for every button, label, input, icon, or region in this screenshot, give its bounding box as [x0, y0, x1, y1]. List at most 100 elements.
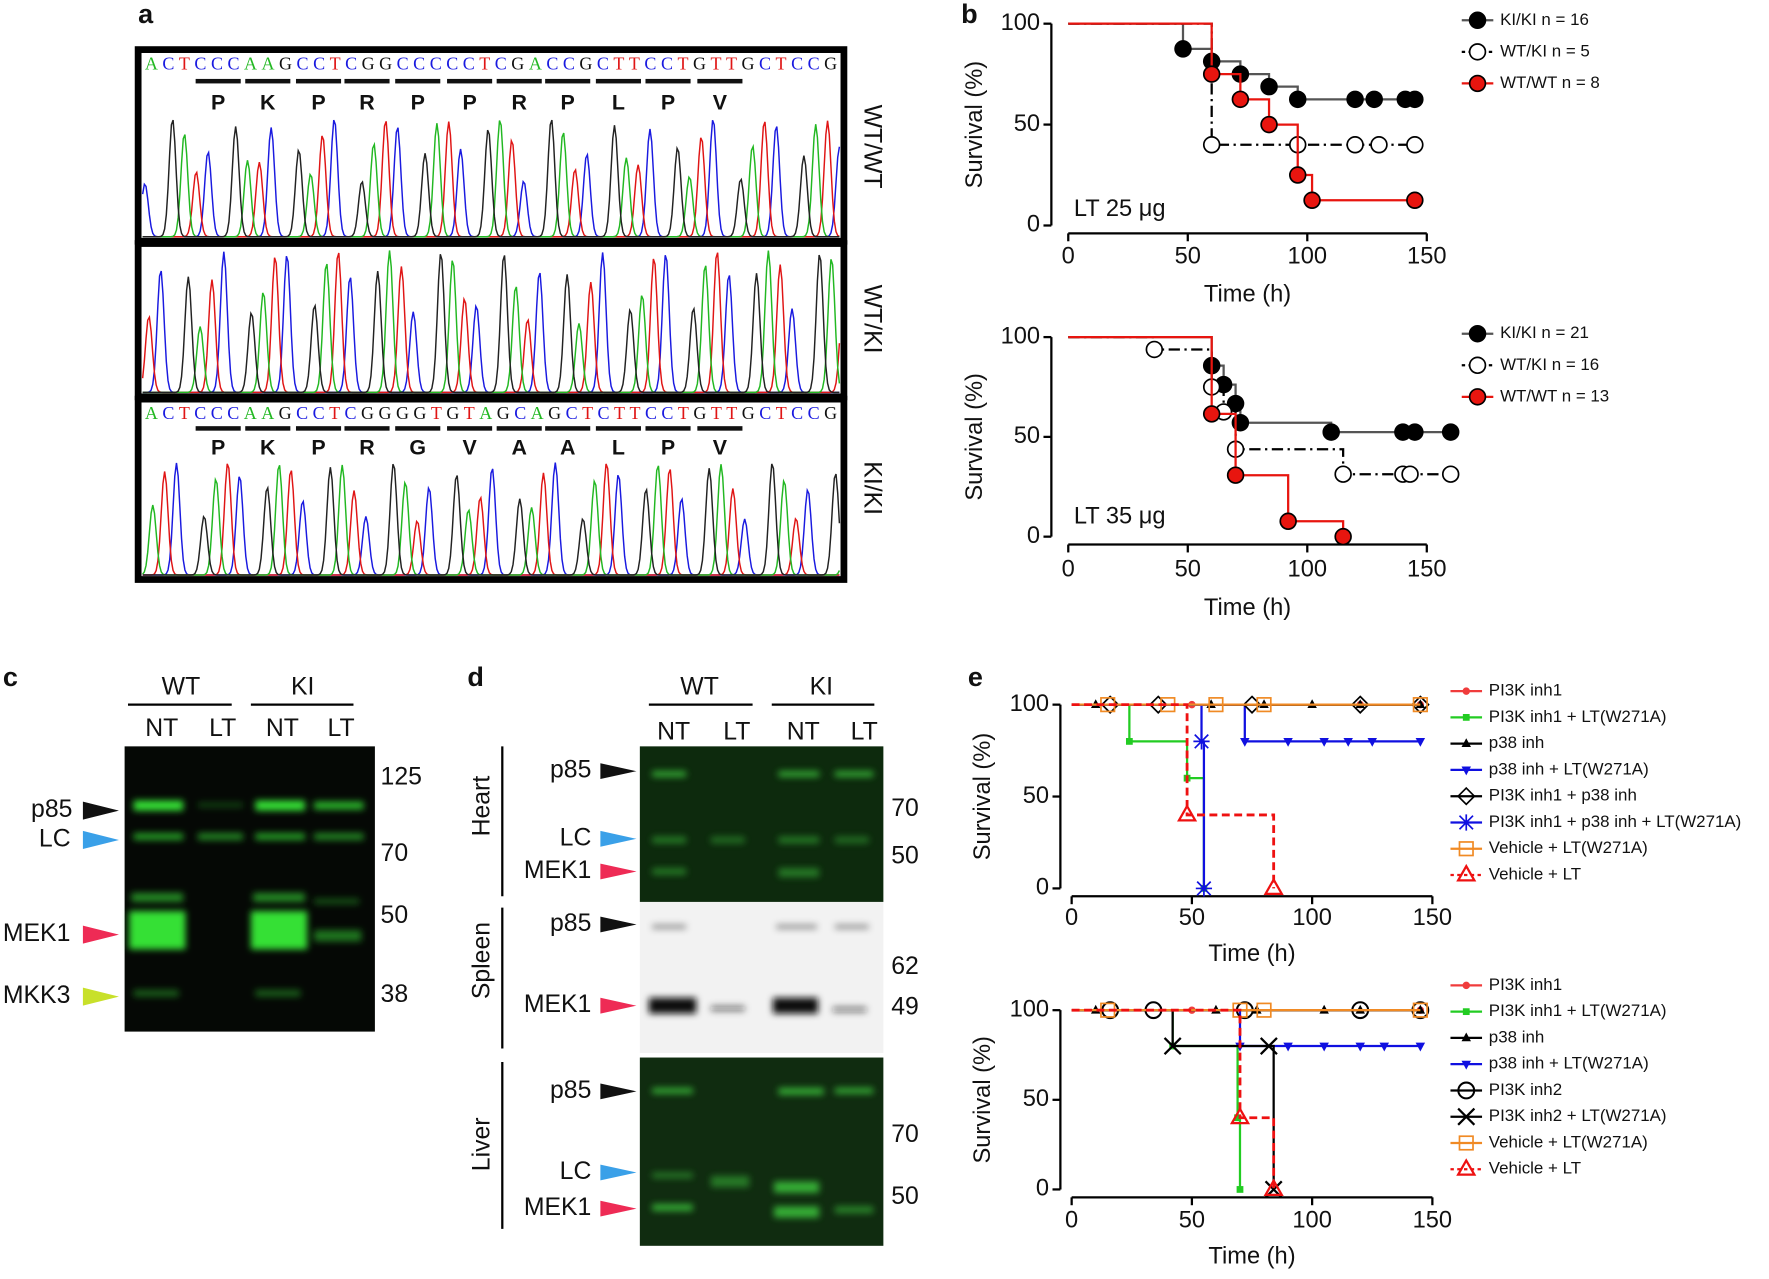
x-tick-label: 50: [1175, 243, 1201, 269]
codon-bar: [245, 78, 291, 84]
legend-marker: [1462, 1008, 1470, 1016]
data-point: [1236, 1186, 1244, 1193]
x-tick-label: 150: [1413, 1207, 1452, 1233]
protein-label: p85: [31, 796, 72, 823]
codon-bar: [447, 78, 493, 84]
amino-acid: P: [311, 90, 325, 114]
legend-marker: [1458, 841, 1474, 857]
protein-label: MEK1: [3, 920, 71, 947]
y-axis-title: Survival (%): [970, 733, 996, 861]
data-point: [1279, 512, 1297, 531]
data-point: [1412, 1002, 1428, 1018]
codon-bar: [645, 426, 691, 431]
codon-bar: [496, 78, 542, 84]
codon-bar: [245, 426, 291, 431]
legend-marker: [1457, 1107, 1476, 1126]
data-point: [1441, 423, 1460, 441]
amino-acid: V: [713, 435, 728, 459]
survival-line: [1068, 22, 1415, 101]
data-point: [1260, 77, 1278, 96]
codon-bar: [595, 78, 641, 84]
mw-label: 70: [891, 1121, 919, 1148]
data-point: [1174, 40, 1192, 58]
protein-label: LC: [560, 824, 592, 851]
y-tick-label: 100: [1001, 10, 1040, 36]
legend-marker: [1461, 766, 1471, 776]
protein-label: MEK1: [524, 991, 592, 1018]
chromatogram-trace: [142, 463, 841, 576]
amino-acid: K: [260, 90, 276, 114]
legend-label: PI3K inh2: [1489, 1080, 1562, 1099]
amino-acid: R: [359, 435, 375, 459]
x-tick-label: 150: [1407, 243, 1446, 269]
data-point: [1441, 465, 1460, 483]
protein-label: LC: [560, 1158, 592, 1185]
legend-marker: [1468, 388, 1487, 406]
data-point: [1100, 695, 1120, 714]
data-point: [1240, 738, 1250, 747]
data-point: [1412, 697, 1428, 713]
x-axis-title: Time (h): [1204, 282, 1291, 308]
panel-label: e: [968, 662, 983, 692]
legend-label: p38 inh: [1489, 733, 1544, 752]
protein-label: MKK3: [3, 982, 71, 1009]
data-point: [1231, 90, 1250, 109]
data-point: [1406, 191, 1424, 209]
data-point: [1283, 1042, 1293, 1052]
x-tick-label: 50: [1179, 905, 1205, 931]
amino-acid: P: [211, 90, 225, 114]
genotype-label: WT: [680, 673, 719, 700]
data-point: [1379, 1042, 1390, 1052]
protein-label: MEK1: [524, 1194, 592, 1221]
legend-marker: [1457, 1081, 1476, 1100]
x-tick-label: 100: [1288, 557, 1327, 583]
legend-label: PI3K inh1 + LT(W271A): [1489, 1001, 1667, 1020]
data-point: [1226, 466, 1245, 484]
amino-acid: R: [359, 90, 375, 114]
data-point: [1259, 1037, 1278, 1055]
mw-label: 50: [381, 902, 409, 929]
survival-line: [1068, 22, 1415, 202]
data-point: [1319, 1042, 1329, 1052]
treatment-label: LT: [723, 718, 750, 745]
annotation: LT 25 μg: [1074, 196, 1166, 222]
data-point: [1234, 1114, 1241, 1122]
amino-acid: P: [561, 90, 575, 114]
mw-label: 50: [891, 1183, 919, 1210]
legend-marker: [1458, 1135, 1474, 1151]
chromatogram-trace: [142, 119, 840, 238]
data-point: [1283, 738, 1293, 747]
protein-label: LC: [39, 825, 71, 852]
legend-label: WT/WT n = 8: [1500, 73, 1600, 92]
mw-label: 125: [381, 763, 422, 790]
legend-label: Vehicle + LT: [1489, 864, 1581, 883]
y-tick-label: 100: [1001, 323, 1040, 349]
survival-line: [1068, 22, 1415, 146]
data-point: [1370, 136, 1388, 154]
x-axis-title: Time (h): [1208, 941, 1295, 967]
amino-acid: G: [409, 435, 426, 459]
legend-label: Vehicle + LT(W271A): [1489, 1132, 1648, 1151]
legend-label: PI3K inh1: [1489, 975, 1562, 994]
data-point: [1229, 1106, 1251, 1125]
data-point: [1319, 738, 1329, 747]
protein-label: p85: [550, 910, 591, 937]
y-axis-title: Survival (%): [970, 1036, 996, 1164]
data-point: [1288, 90, 1307, 109]
panel-label: a: [138, 0, 154, 29]
mw-label: 38: [381, 981, 409, 1008]
data-point: [1406, 423, 1424, 441]
legend-label: Vehicle + LT(W271A): [1489, 838, 1648, 857]
x-tick-label: 150: [1407, 557, 1446, 583]
trace-box: [134, 46, 848, 245]
legend-marker: [1456, 1158, 1477, 1176]
legend-label: KI/KI n = 16: [1500, 10, 1589, 29]
data-point: [1288, 166, 1307, 184]
mw-label: 50: [891, 842, 919, 869]
treatment-label: NT: [657, 718, 690, 745]
panel-label: c: [3, 662, 18, 692]
data-point: [1355, 1042, 1365, 1052]
data-point: [1125, 738, 1133, 745]
data-point: [1406, 90, 1424, 109]
